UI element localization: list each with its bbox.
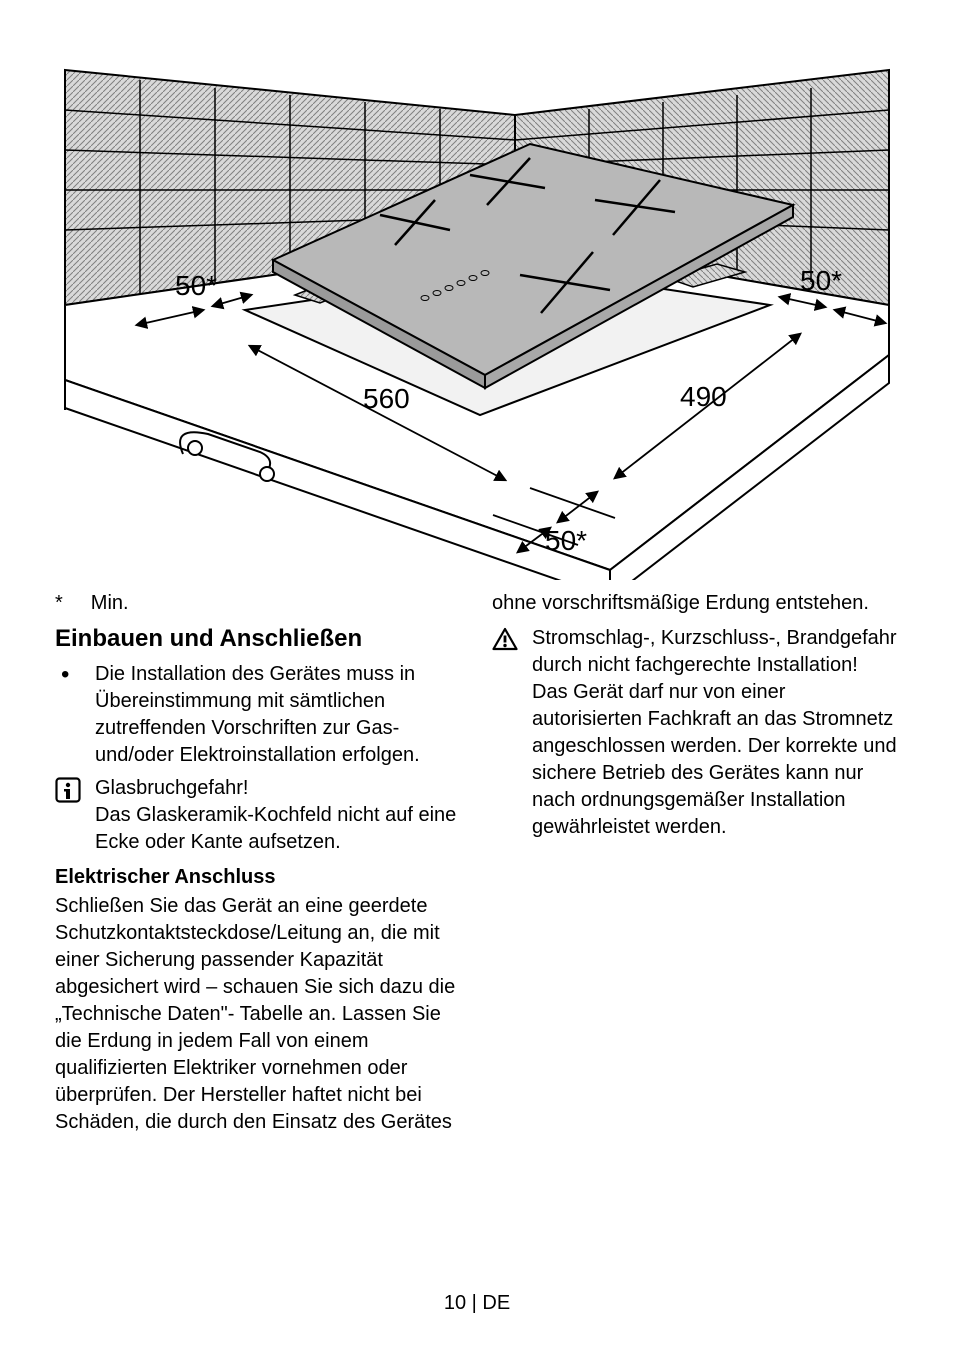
footnote-text: Min. — [91, 590, 129, 617]
installation-diagram: 50* 50* 560 490 50* — [55, 50, 899, 580]
bullet-icon: • — [55, 661, 95, 687]
warn1-text: Stromschlag-, Kurzschluss-, Brandgefahr … — [532, 625, 899, 841]
footnote-star: * — [55, 590, 63, 617]
info1-text: Glasbruchgefahr! Das Glaskeramik-Kochfel… — [95, 775, 462, 856]
warning-icon — [492, 625, 532, 651]
dim-right: 50* — [800, 265, 842, 296]
dim-depth: 490 — [680, 381, 727, 412]
info-icon — [55, 775, 95, 803]
column-right: ohne vorschriftsmäßige Erdung entstehen.… — [492, 590, 899, 1136]
para1-cont: ohne vorschriftsmäßige Erdung entstehen. — [492, 590, 899, 617]
heading-main: Einbauen und Anschließen — [55, 623, 462, 655]
dim-width: 560 — [363, 383, 410, 414]
footnote: * Min. — [55, 590, 462, 617]
heading-sub: Elektrischer Anschluss — [55, 864, 462, 891]
column-left: * Min. Einbauen und Anschließen • Die In… — [55, 590, 462, 1136]
page-number: 10 | DE — [0, 1292, 954, 1315]
dim-front: 50* — [545, 525, 587, 556]
para1: Schließen Sie das Gerät an eine geerdete… — [55, 893, 462, 1136]
dim-left: 50* — [175, 270, 217, 301]
bullet1-text: Die Installation des Gerätes muss in Übe… — [95, 661, 462, 769]
